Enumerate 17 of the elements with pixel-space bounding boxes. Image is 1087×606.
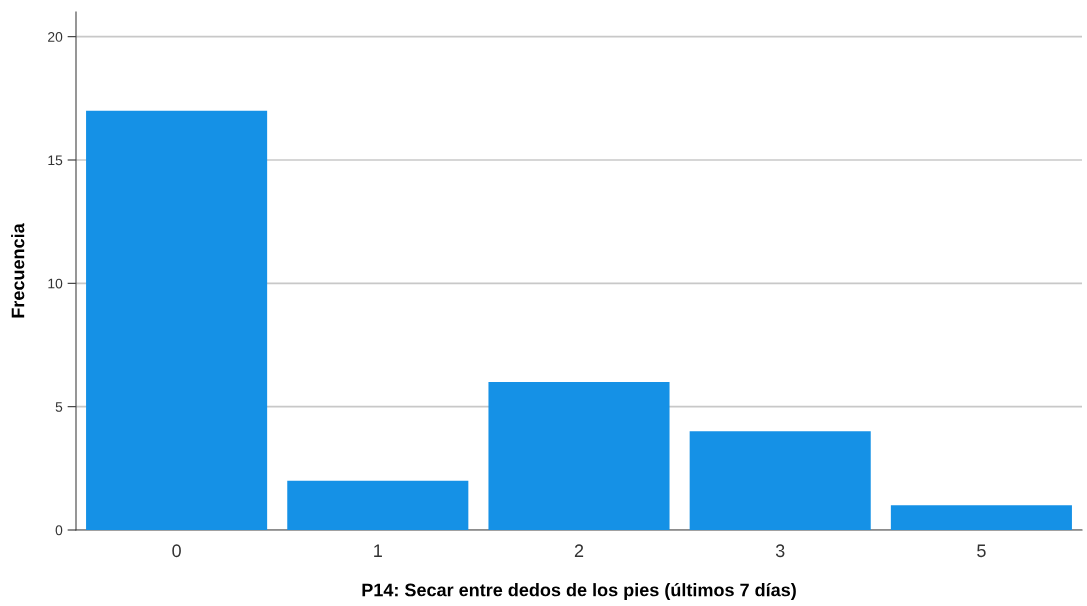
bar: [287, 480, 469, 530]
x-tick-label: 2: [574, 544, 584, 557]
x-tick-label: 0: [172, 544, 181, 558]
bar: [86, 110, 268, 530]
y-tick-label: 20: [48, 32, 63, 42]
y-axis-title: Frecuencia: [11, 223, 25, 318]
x-tick-label: 5: [977, 544, 986, 558]
y-tick-label: 0: [55, 525, 63, 536]
bar: [890, 505, 1072, 530]
y-tick-label: 5: [55, 402, 63, 412]
y-tick-label: 10: [48, 278, 63, 289]
x-axis-title: P14: Secar entre dedos de los pies (últimos 7 días): [362, 582, 796, 600]
y-tick-label: 15: [48, 155, 63, 166]
bar: [689, 431, 871, 530]
x-tick-label: 3: [775, 544, 785, 558]
x-tick-label: 1: [374, 544, 382, 557]
bar: [488, 382, 670, 530]
